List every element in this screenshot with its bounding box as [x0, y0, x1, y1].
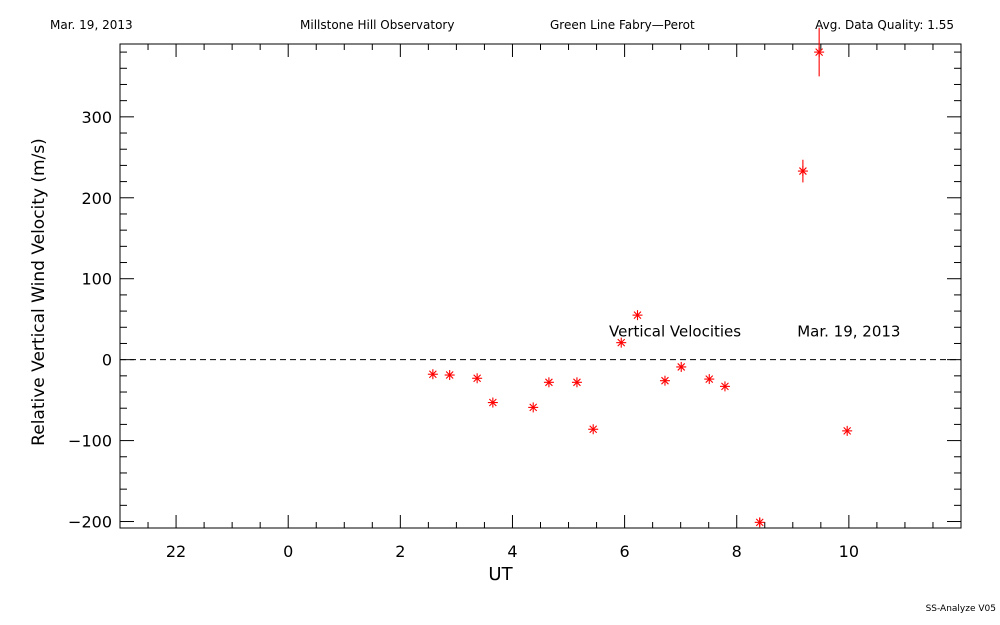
data-point [704, 374, 715, 385]
data-point [814, 27, 825, 77]
x-tick-label: 2 [395, 542, 405, 561]
y-tick-label: 200 [81, 189, 112, 208]
data-point [528, 402, 539, 413]
x-tick-label: 10 [839, 542, 859, 561]
y-tick-label: 100 [81, 270, 112, 289]
data-point [676, 361, 687, 372]
plot-frame [119, 43, 962, 529]
data-point [427, 369, 438, 380]
header-quality: Avg. Data Quality: 1.55 [815, 18, 954, 32]
data-point [616, 337, 627, 348]
data-point [797, 159, 808, 183]
data-point [632, 310, 643, 321]
x-tick-label: 6 [620, 542, 630, 561]
header-date: Mar. 19, 2013 [50, 18, 133, 32]
y-tick-label: −100 [68, 432, 112, 451]
x-tick-label: 0 [283, 542, 293, 561]
data-point [754, 517, 765, 528]
chart-annotation: Mar. 19, 2013 [797, 323, 900, 341]
data-point [472, 373, 483, 384]
data-point [444, 370, 455, 381]
data-point [543, 377, 554, 388]
header-instrument: Green Line Fabry—Perot [550, 18, 695, 32]
data-point [588, 424, 599, 435]
y-tick-label: 300 [81, 108, 112, 127]
x-axis-label: UT [488, 564, 513, 585]
x-tick-label: 8 [732, 542, 742, 561]
data-point [842, 425, 853, 436]
data-point [659, 375, 670, 386]
chart-annotation: Vertical Velocities [609, 323, 741, 341]
data-point [487, 397, 498, 408]
y-tick-label: 0 [102, 351, 112, 370]
version-label: SS-Analyze V05 [925, 604, 996, 614]
data-point [719, 381, 730, 392]
data-point [571, 377, 582, 388]
x-tick-label: 22 [166, 542, 186, 561]
y-tick-label: −200 [68, 513, 112, 532]
y-axis-label: Relative Vertical Wind Velocity (m/s) [29, 138, 49, 446]
header-observatory: Millstone Hill Observatory [300, 18, 455, 32]
x-tick-label: 4 [507, 542, 517, 561]
